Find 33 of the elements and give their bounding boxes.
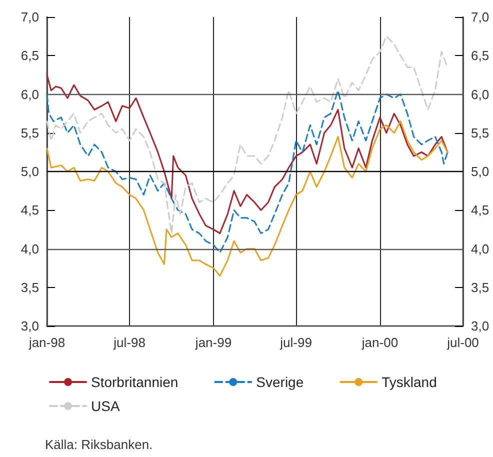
x-tick-label: jul-00: [446, 335, 479, 350]
legend-label: USA: [91, 398, 120, 414]
y2-tick-label: 7,0: [471, 10, 490, 24]
y2-tick-label: 6,0: [471, 86, 490, 102]
legend-label: Storbritannien: [91, 374, 178, 390]
y-tick-label: 3,0: [20, 318, 39, 334]
line-series: [46, 74, 448, 234]
y-tick-label: 5,0: [20, 164, 39, 179]
line-series: [46, 120, 448, 277]
text: Källa: Riksbanken.: [45, 437, 153, 452]
y2-tick-label: 3,0: [471, 318, 490, 334]
x-tick-label: jan-98: [28, 335, 66, 350]
y-tick-label: 4,5: [20, 202, 39, 218]
y-tick-label: 3,5: [20, 280, 39, 295]
line-series: [46, 36, 448, 234]
y2-tick-label: 5,5: [471, 125, 490, 140]
y2-tick-label: 4,0: [471, 241, 490, 256]
y-tick-label: 5,5: [20, 125, 39, 140]
x-tick-label: jan-00: [360, 335, 398, 350]
x-tick-label: jan-99: [194, 335, 232, 350]
y2-tick-label: 4,5: [471, 202, 490, 218]
y2-tick-label: 5,0: [471, 164, 490, 179]
x-tick-label: jul-98: [112, 335, 146, 350]
y-tick-label: 7,0: [20, 10, 39, 24]
line-series: [46, 90, 448, 254]
y2-tick-label: 3,5: [471, 280, 490, 295]
legend-label: Tyskland: [382, 374, 437, 390]
y2-tick-label: 6,5: [471, 48, 490, 64]
y-tick-label: 6,5: [20, 48, 39, 64]
y-tick-label: 4,0: [20, 241, 39, 256]
legend-label: Sverige: [256, 374, 304, 390]
y-tick-label: 6,0: [20, 86, 39, 102]
x-tick-label: jul-99: [279, 335, 312, 350]
